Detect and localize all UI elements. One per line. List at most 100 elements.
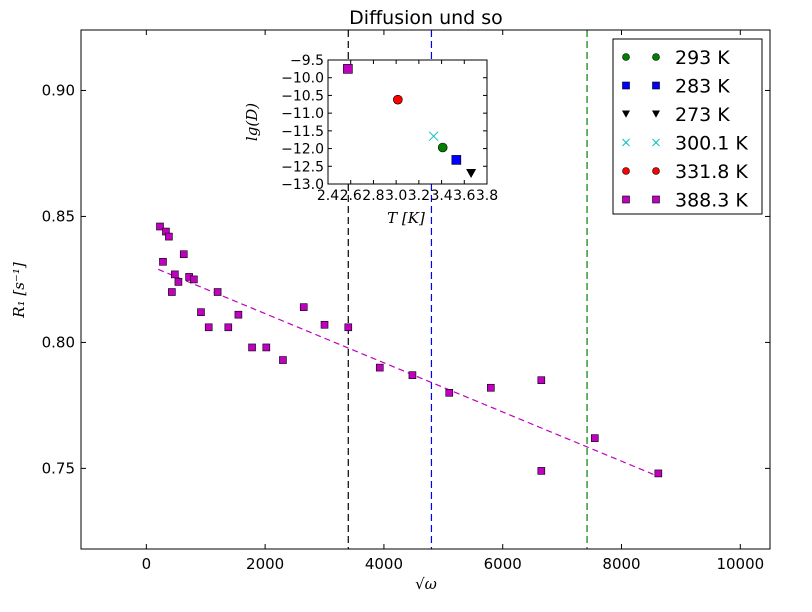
inset-x-tick-label: 3.8 [476,188,498,204]
data-point-23 [445,388,454,397]
data-point-15 [248,343,256,352]
inset-y-tick-label: −9.5 [290,53,324,69]
inset-point-5 [466,169,477,179]
x-tick-label: 4000 [365,555,403,573]
legend-marker-0 [622,53,630,61]
legend-marker-4 [622,167,630,175]
inset-y-axis-label: lg(D) [243,103,261,141]
legend-label-1: 283 K [675,76,730,98]
y-axis-label: R₁ [s⁻¹] [10,262,28,319]
inset-x-tick-label: 3.6 [453,188,475,204]
inset-marks [343,64,477,179]
data-point-16 [262,343,271,352]
inset-y-ticks: −13.0 −12.5−12.0 −11.5 −11.0 −10.5−10.0 −9.5 [281,53,487,193]
x-tick-label: 8000 [602,555,640,573]
legend-label-4: 331.8 K [675,161,748,183]
inset-point-0 [343,64,353,74]
data-point-19 [320,320,329,329]
x-axis-label: √ω [415,575,437,593]
legend-label-2: 273 K [675,104,730,126]
inset-frame [327,59,488,185]
data-point-13 [224,323,233,332]
data-point-10 [197,308,205,316]
main-plot: Diffusion und so 0 2000 4000 6000 8000 10000 … [10,7,771,593]
inset-y-tick-label: −11.5 [281,124,324,140]
y-tick-label: 0.90 [42,81,75,99]
data-point-24 [487,383,495,392]
legend-label-0: 293 K [675,47,730,69]
inset-y-tick-label: −10.0 [281,71,324,87]
data-point-0 [156,222,164,231]
inset-x-ticks: 2.4 2.6 2.8 3.0 3.2 3.4 3.6 3.8 [317,60,498,204]
data-point-17 [279,356,287,364]
legend-label-5: 388.3 K [675,190,748,212]
inset-point-2-stroke-b [428,131,439,142]
data-point-1 [159,257,167,266]
data-point-22 [408,371,417,379]
main-y-ticks: 0.75 0.80 0.85 0.90 [42,81,770,477]
legend-marker-3-stroke-b [622,138,630,147]
legend-marker-1 [622,81,630,90]
y-tick-label: 0.75 [42,459,75,477]
data-point-9 [190,275,198,284]
data-point-18 [299,303,308,311]
main-plot-frame [80,29,771,550]
inset-x-tick-label: 2.6 [340,188,362,204]
x-tick-label: 6000 [484,555,522,573]
x-tick-label: 0 [142,555,152,573]
x-tick-label: 10000 [716,555,764,573]
legend-marker-3-b [652,138,660,147]
legend-marker-4-b [652,167,660,175]
x-tick-label: 2000 [246,555,284,573]
legend-box [612,38,763,215]
inset-x-tick-label: 3.2 [408,188,430,204]
data-point-21 [375,363,384,372]
data-point-27 [590,434,599,442]
main-x-ticks: 0 2000 4000 6000 8000 10000 [142,30,764,573]
inset-y-tick-label: −12.5 [281,159,324,175]
data-point-3 [165,232,173,241]
data-point-26 [537,467,546,475]
inset-x-tick-label: 3.0 [385,188,407,204]
inset-y-tick-label: −13.0 [281,177,324,193]
legend-marker-3-b-stroke-b [652,138,660,147]
inset-point-2 [428,131,439,142]
inset-point-4 [451,155,462,165]
fit-line [157,268,658,477]
inset-x-tick-label: 2.4 [317,188,339,204]
data-point-7 [179,250,188,259]
main-marks [156,30,663,549]
data-point-28 [654,469,663,478]
data-point-11 [204,323,213,332]
chart-title: Diffusion und so [349,7,503,29]
legend-marker-2 [621,110,631,118]
legend-label-3: 300.1 K [675,133,748,155]
inset-point-1 [393,94,403,105]
legend: 293 K 283 K 273 K 300.1 K 331.8 K 388.3 K [612,38,763,215]
inset-plot: 2.4 2.6 2.8 3.0 3.2 3.4 3.6 3.8 −13.0 −12.5−12.0… [243,53,498,227]
legend-items: 293 K 283 K 273 K 300.1 K 331.8 K 388.3 K [621,47,748,212]
legend-marker-1-b [652,81,660,90]
data-point-12 [213,288,222,296]
inset-x-axis-label: T [K] [387,209,425,227]
legend-marker-0-b [652,53,660,61]
data-point-20 [344,323,353,332]
data-point-5 [171,270,179,279]
data-point-6 [174,278,183,286]
data-point-4 [168,288,176,296]
legend-marker-3 [622,138,630,147]
inset-y-tick-label: −12.0 [281,142,324,158]
y-tick-label: 0.80 [42,333,75,351]
inset-x-tick-label: 2.8 [362,188,384,204]
legend-marker-5 [622,195,630,204]
inset-point-3 [437,142,448,153]
y-tick-label: 0.85 [42,207,75,225]
data-point-25 [537,376,546,384]
legend-marker-2-b [651,110,661,118]
inset-y-tick-label: −11.0 [281,106,324,122]
data-point-14 [234,310,243,319]
inset-background [328,60,487,184]
legend-marker-5-b [652,195,660,204]
inset-y-tick-label: −10.5 [281,88,324,104]
